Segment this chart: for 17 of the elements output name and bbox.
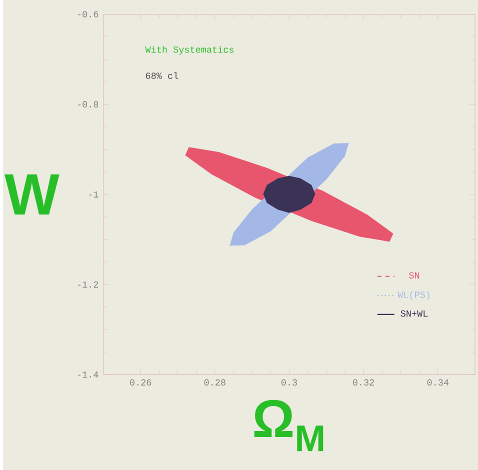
x-tick-label: 0.26: [130, 379, 152, 386]
x-tick-label: 0.34: [427, 379, 449, 386]
annotation: 68% cl: [146, 72, 178, 79]
x-tick-label: 0.28: [204, 379, 226, 386]
y-axis-title: W: [4, 174, 60, 214]
y-tick-label: -1.4: [78, 372, 98, 378]
y-tick-label: -0.8: [78, 101, 98, 108]
y-tick-label: -1: [89, 191, 98, 198]
annotation: With Systematics: [145, 46, 234, 55]
y-tick-label: -0.6: [78, 11, 98, 18]
legend-label: WL(PS): [398, 291, 430, 300]
x-tick-label: 0.3: [281, 379, 297, 386]
legend-label: SN: [409, 272, 420, 279]
legend-label: SN+WL: [400, 310, 428, 317]
x-axis-title: Ω$_{M}$: [254, 400, 324, 452]
y-tick-label: -1.2: [78, 281, 98, 288]
x-tick-label: 0.32: [352, 379, 374, 386]
